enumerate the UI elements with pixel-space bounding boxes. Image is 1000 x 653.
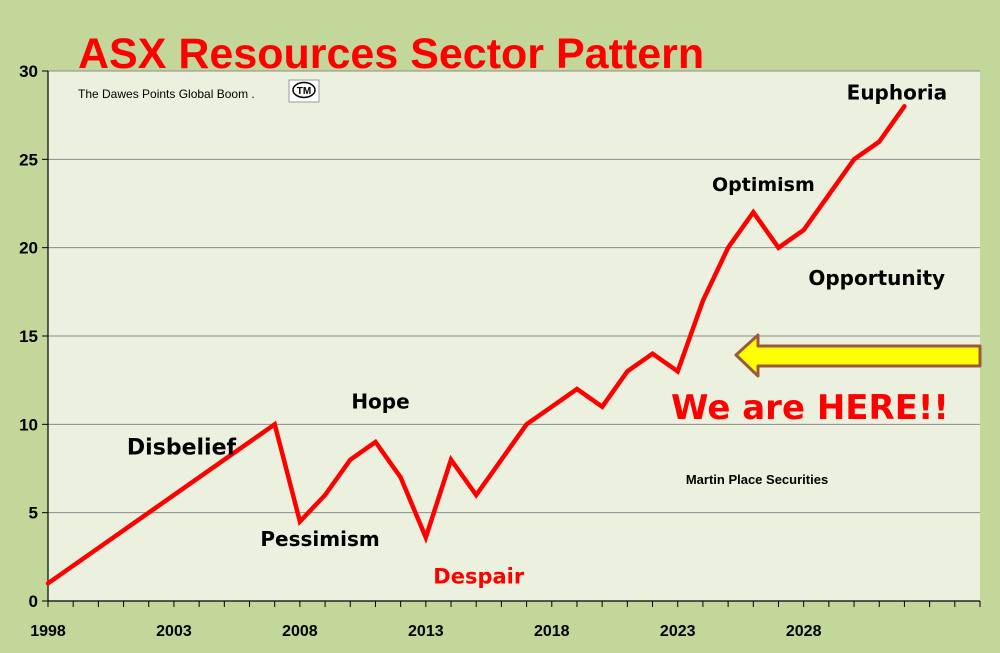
y-tick-label: 20	[19, 239, 38, 258]
series-line	[45, 104, 907, 586]
x-tick-label: 2028	[786, 623, 822, 640]
annotation-pessimism: Pessimism	[260, 527, 379, 551]
x-tick-label: 2008	[282, 623, 318, 640]
annotation-optimism: Optimism	[712, 174, 815, 196]
x-tick-label: 2013	[408, 623, 444, 640]
x-tick-label: 2023	[660, 623, 696, 640]
series	[45, 104, 907, 586]
annotation-hope: Hope	[351, 389, 409, 413]
trademark-circle	[292, 81, 316, 99]
trademark-symbol: TM	[297, 86, 311, 97]
x-tick-label: 1998	[30, 623, 66, 640]
annotation-euphoria: Euphoria	[847, 80, 947, 104]
y-tick-label: 0	[29, 592, 38, 611]
annotation-opportunity: Opportunity	[808, 266, 945, 290]
y-tick-label: 30	[19, 62, 38, 81]
y-tick-label: 25	[19, 150, 38, 169]
gridlines	[48, 70, 980, 514]
annotation-despair: Despair	[433, 564, 525, 588]
y-axis-ticks: 0 5 10 15 20 25 30	[19, 62, 48, 611]
y-tick-label: 10	[19, 415, 38, 434]
here-arrow	[734, 333, 982, 378]
x-tick-label: 2003	[156, 623, 192, 640]
x-axis-ticks: 1998 2003 2008 2013 2018 2023 2028	[30, 601, 981, 640]
trademark-badge: TM	[288, 79, 320, 103]
annotations: Disbelief Pessimism Hope Despair Optimism Eup…	[127, 80, 947, 588]
annotation-disbelief: Disbelief	[127, 435, 237, 460]
y-tick-label: 5	[29, 504, 38, 523]
callout-text: We are HERE!!	[671, 388, 949, 428]
chart-subtitle: The Dawes Points Global Boom .	[78, 87, 255, 101]
trademark-box	[288, 79, 320, 103]
source-label: Martin Place Securities	[686, 472, 828, 487]
y-tick-label: 15	[19, 327, 38, 346]
x-tick-label: 2018	[534, 623, 570, 640]
chart-title: ASX Resources Sector Pattern	[78, 30, 704, 78]
